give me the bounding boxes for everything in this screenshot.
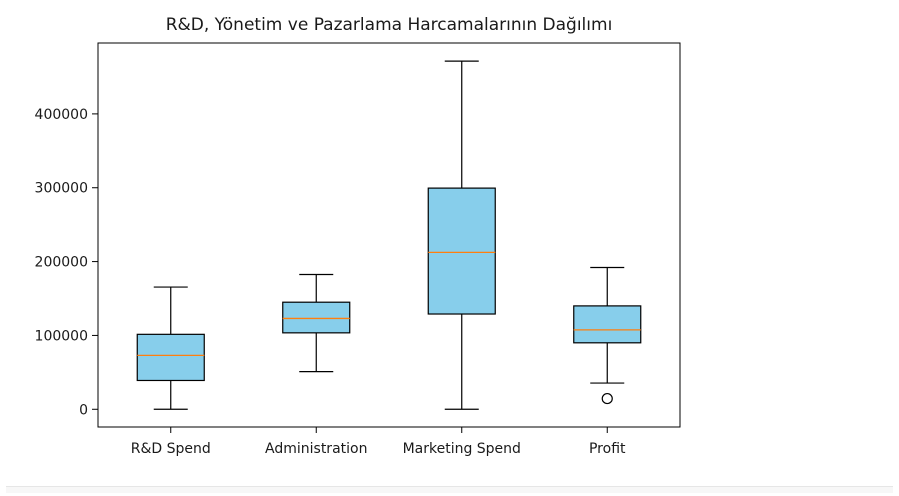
profit-box (573, 305, 642, 344)
y-tick-label-1: 100000 (35, 328, 88, 344)
r-d-spend-box (136, 333, 205, 382)
x-tick-label-marketing-spend: Marketing Spend (403, 441, 521, 457)
y-tick-label-3: 300000 (35, 181, 88, 197)
x-tick-label-administration: Administration (265, 441, 367, 457)
plot-frame (97, 42, 681, 428)
x-tick-label-profit: Profit (589, 441, 626, 457)
chart-title: R&D, Yönetim ve Pazarlama Harcamalarının… (166, 15, 613, 35)
marketing-spend-box (427, 187, 496, 315)
y-tick-label-4: 400000 (35, 107, 88, 123)
profit-outlier-0 (601, 392, 613, 405)
administration-box (282, 301, 351, 334)
output-area-divider (6, 486, 893, 493)
y-tick-label-0: 0 (79, 402, 88, 418)
y-tick-label-2: 200000 (35, 255, 88, 271)
x-tick-label-r-d-spend: R&D Spend (131, 441, 211, 457)
